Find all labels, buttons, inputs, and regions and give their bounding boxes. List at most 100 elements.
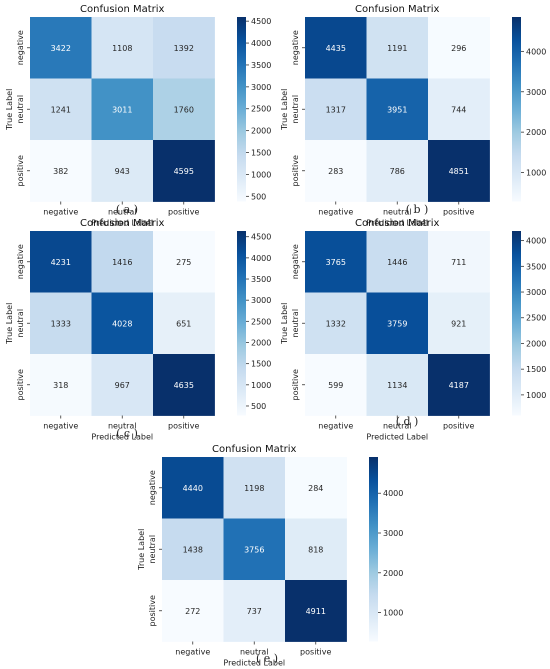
heatmap-cell [153,292,215,355]
cell-value-label: 943 [115,167,130,176]
heatmap-cell [366,78,429,141]
heatmap-cell [305,231,367,293]
colorbar-tick-label: 2000 [526,128,546,137]
y-tick-label: positive [291,369,300,400]
colorbar-tick-label: 3500 [526,262,546,271]
chart-title: Confusion Matrix [355,218,439,229]
y-axis-label: True Label [280,303,289,345]
x-axis-label: Predicted Label [223,659,285,668]
x-tick-label: neutral [383,208,412,217]
colorbar-tick-label: 2000 [251,127,271,136]
heatmap-cell [305,140,367,202]
heatmap-cell [366,292,429,355]
y-tick-label: positive [16,369,25,400]
x-tick-label: positive [443,208,474,217]
chart-title: Confusion Matrix [355,4,439,15]
cell-value-label: 1392 [174,44,194,53]
cell-value-label: 1134 [387,381,407,390]
cell-value-label: 3011 [112,105,132,114]
cell-value-label: 3422 [51,44,71,53]
colorbar-tick-label: 3000 [251,83,271,92]
cell-value-label: 4435 [326,44,346,53]
colorbar-tick-label: 4000 [251,39,271,48]
cell-value-label: 651 [176,319,191,328]
heatmap-cell [223,518,286,581]
heatmap-cell [305,292,367,355]
x-tick-label: negative [43,208,78,217]
cell-value-label: 599 [328,381,343,390]
chart-title: Confusion Matrix [80,4,164,15]
chart-title: Confusion Matrix [80,218,164,229]
cell-value-label: 967 [115,381,130,390]
x-tick-label: negative [43,422,78,431]
heatmap-cell [305,78,367,141]
y-tick-label: negative [16,30,25,65]
cell-value-label: 1108 [112,44,132,53]
heatmap-cell [305,17,367,79]
colorbar-tick-label: 4500 [251,17,271,26]
colorbar-tick-label: 1000 [383,609,403,618]
x-tick-label: neutral [108,422,137,431]
y-tick-label: neutral [16,309,25,338]
x-axis-label: Predicted Label [91,219,153,228]
heatmap-cell [30,17,92,79]
y-tick-label: neutral [16,95,25,124]
panel-c: Confusion Matrix 4231 1416 275 1333 4028 651 31… [5,218,271,442]
panel-a: Confusion Matrix 3422 1108 1392 1241 3011 1760… [5,4,271,228]
heatmap-cell [30,140,92,202]
colorbar-tick-label: 2500 [526,314,546,323]
cell-value-label: 786 [390,167,405,176]
heatmap-cell [428,17,490,79]
colorbar [369,457,378,642]
heatmap-cell [428,354,490,416]
colorbar [237,231,246,416]
colorbar-tick-label: 2500 [251,317,271,326]
colorbar-tick-label: 3000 [526,288,546,297]
y-axis-label: True Label [280,89,289,131]
heatmap-cell [91,140,154,202]
y-axis-label: True Label [5,303,14,345]
x-tick-label: positive [300,648,331,657]
y-tick-label: positive [148,595,157,626]
colorbar-tick-label: 4500 [251,233,271,242]
heatmap-cell [428,140,490,202]
colorbar-tick-label: 2000 [251,339,271,348]
heatmap-cell [153,354,215,416]
x-tick-label: neutral [383,422,412,431]
heatmap-cell [91,354,154,416]
heatmap-cell [153,231,215,293]
colorbar-tick-label: 1500 [526,365,546,374]
cell-value-label: 818 [308,545,323,554]
cell-value-label: 4595 [174,167,194,176]
colorbar-tick-label: 4000 [526,47,546,56]
colorbar-tick-label: 3500 [251,61,271,70]
x-tick-label: neutral [240,648,269,657]
cell-value-label: 921 [451,319,466,328]
colorbar [512,17,521,202]
cell-value-label: 1438 [183,545,203,554]
heatmap-cell [366,354,429,416]
colorbar-tick-label: 2500 [251,105,271,114]
heatmap-cell [162,580,224,642]
cell-value-label: 737 [247,607,262,616]
heatmap-cell [91,231,154,293]
colorbar-tick-label: 2000 [383,569,403,578]
colorbar-tick-label: 4000 [251,254,271,263]
x-tick-label: negative [175,648,210,657]
cell-value-label: 4028 [112,319,132,328]
cell-value-label: 1416 [112,258,132,267]
x-tick-label: positive [168,422,199,431]
cell-value-label: 1760 [174,105,194,114]
cell-value-label: 3759 [387,319,407,328]
heatmap-cell [223,457,286,519]
cell-value-label: 711 [451,258,466,267]
caption-e: ( e ) [255,652,279,665]
panel-b: Confusion Matrix 4435 1191 296 1317 3951 744 28… [280,4,546,228]
cell-value-label: 4231 [51,258,71,267]
heatmap-cell [428,78,490,141]
y-tick-label: neutral [291,309,300,338]
colorbar-tick-label: 3000 [526,88,546,97]
cell-value-label: 4440 [183,484,203,493]
cell-value-label: 1333 [51,319,71,328]
